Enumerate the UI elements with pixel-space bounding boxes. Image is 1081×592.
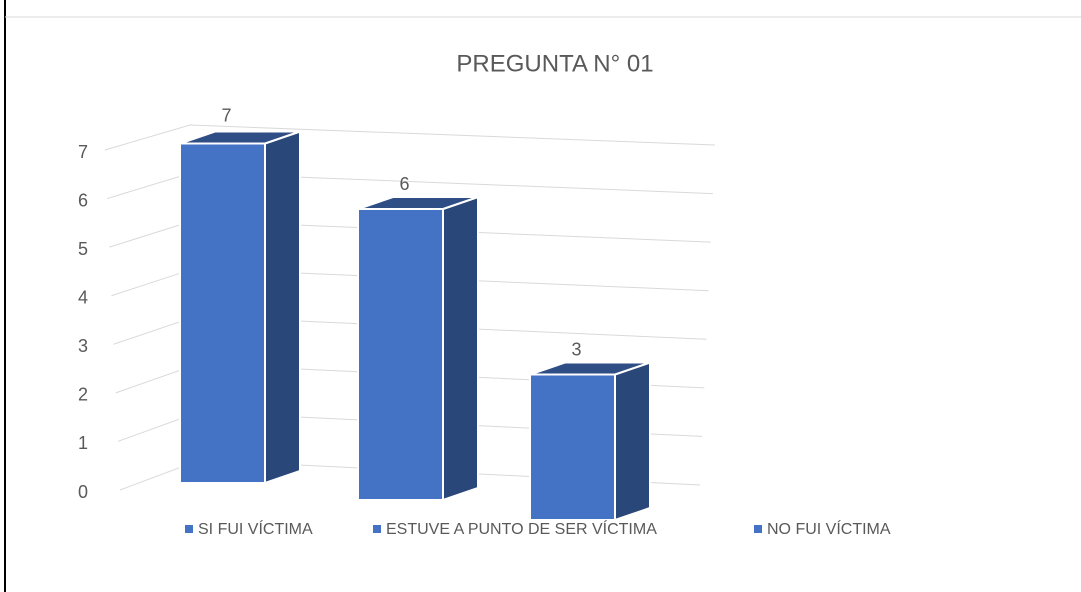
legend-label: NO FUI VÍCTIMA [767, 519, 891, 538]
bar-side [442, 195, 479, 502]
bar [179, 142, 266, 484]
data-label: 7 [221, 105, 231, 125]
grid-line [104, 124, 716, 151]
legend-label: SI FUI VÍCTIMA [198, 519, 313, 538]
bar [529, 373, 616, 521]
data-label: 6 [399, 174, 409, 194]
bar-side [264, 130, 301, 485]
y-tick-label: 5 [78, 239, 88, 259]
bar-side [614, 361, 651, 522]
y-tick-label: 6 [78, 190, 88, 210]
legend-swatch [754, 525, 762, 533]
y-tick-label: 0 [78, 482, 88, 502]
y-tick-label: 4 [78, 287, 88, 307]
legend-swatch [185, 525, 193, 533]
y-tick-label: 2 [78, 385, 88, 405]
y-tick-label: 7 [78, 142, 88, 162]
legend-swatch [373, 525, 381, 533]
chart-title: PREGUNTA N° 01 [456, 50, 653, 77]
data-label: 3 [571, 339, 581, 359]
y-tick-label: 3 [78, 336, 88, 356]
legend-label: ESTUVE A PUNTO DE SER VÍCTIMA [386, 519, 657, 538]
bar [357, 208, 444, 501]
y-tick-label: 1 [78, 433, 88, 453]
